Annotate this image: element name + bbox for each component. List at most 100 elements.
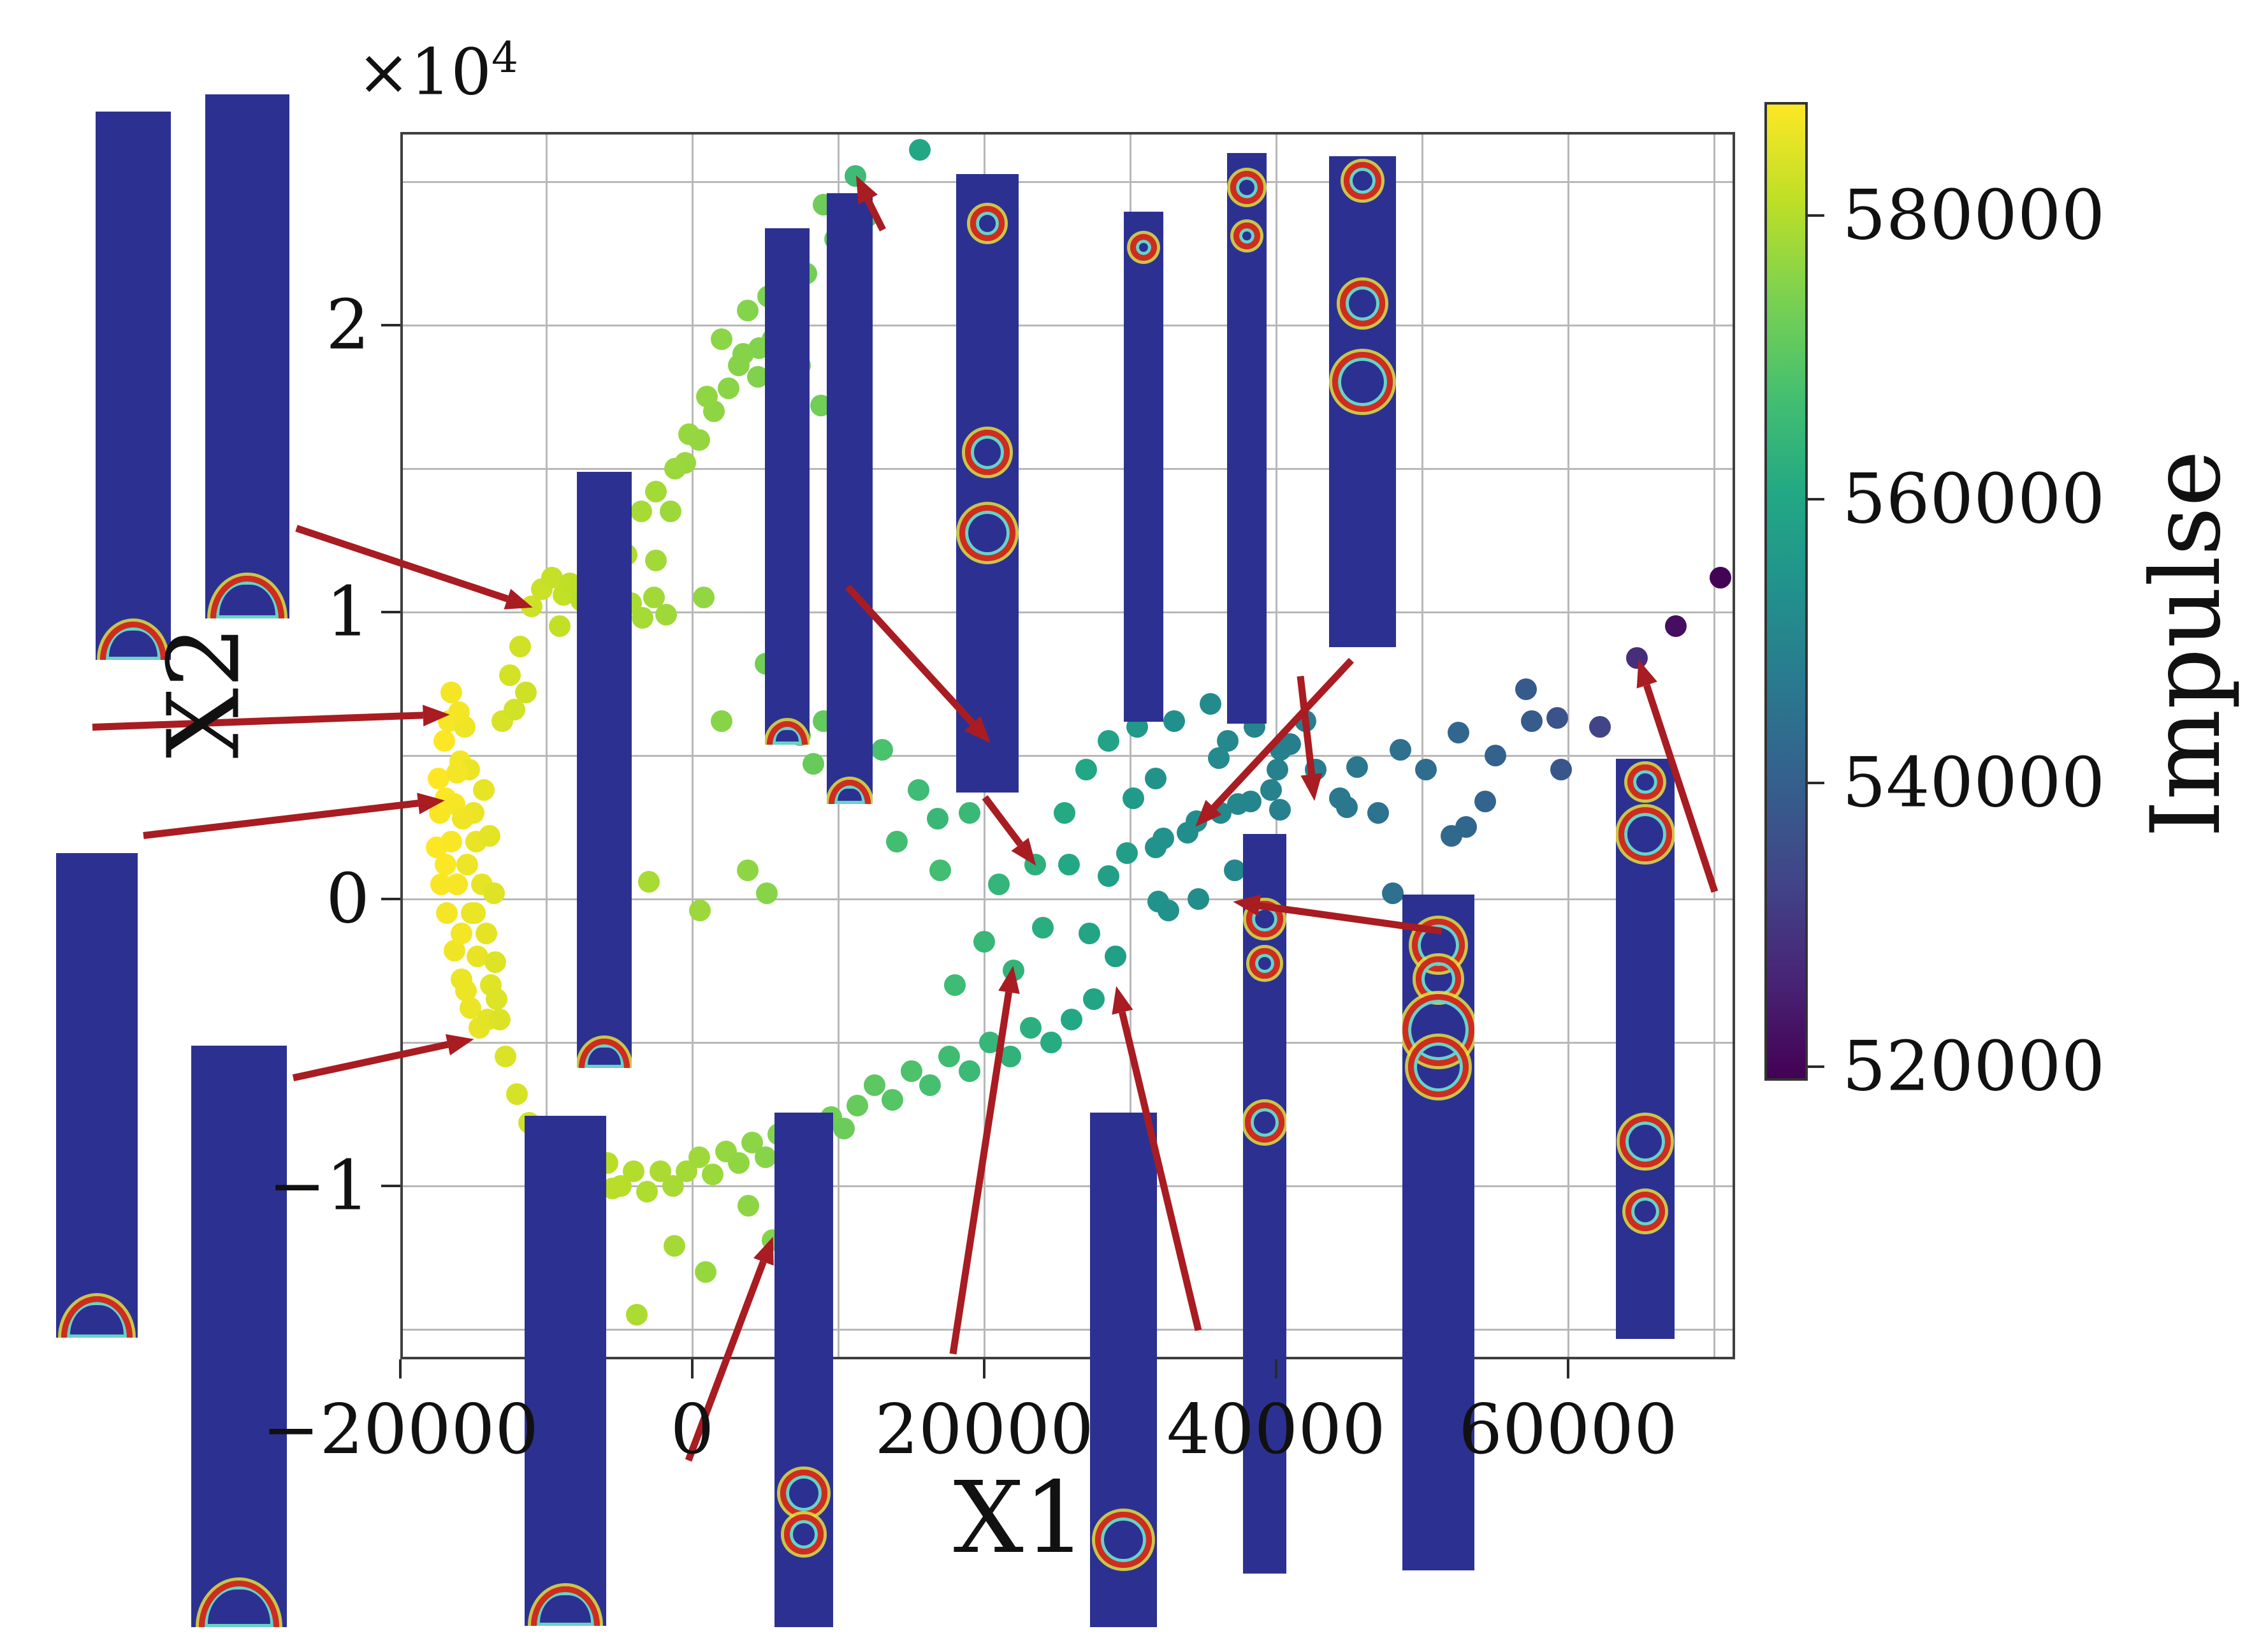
- scatter-point: [1625, 647, 1648, 669]
- scatter-point: [1053, 801, 1075, 824]
- x-tick-mark-0: [691, 1359, 694, 1378]
- scatter-point: [636, 1180, 658, 1202]
- scatter-point: [1187, 888, 1209, 910]
- scatter-point: [659, 501, 681, 523]
- inset-snapshot-strip: [956, 174, 1019, 793]
- y-axis-offset-text: ×104: [357, 33, 518, 109]
- scatter-point: [486, 988, 508, 1011]
- scatter-point: [1710, 566, 1732, 588]
- scatter-point: [1389, 738, 1411, 761]
- inset-snapshot-strip: [525, 1116, 606, 1626]
- x-tick-mark-20000: [983, 1359, 985, 1378]
- bubble-contour-ring: [1619, 1116, 1671, 1168]
- scatter-point: [436, 902, 458, 925]
- scatter-point: [638, 870, 660, 893]
- bubble-contour-ring: [1249, 948, 1280, 979]
- scatter-point: [1177, 822, 1199, 844]
- scatter-point: [1520, 710, 1543, 732]
- scatter-point: [728, 354, 750, 376]
- scatter-point: [472, 778, 495, 801]
- scatter-point: [1020, 1017, 1042, 1039]
- bubble-contour-ring: [1339, 281, 1386, 326]
- bubble-contour-ring: [1625, 1191, 1666, 1232]
- inset-snapshot-strip: [577, 472, 632, 1068]
- scatter-point: [900, 1060, 922, 1082]
- scatter-point: [440, 681, 463, 703]
- scatter-point: [1267, 759, 1289, 781]
- scatter-point: [678, 423, 701, 445]
- scatter-point: [803, 753, 825, 775]
- scatter-point: [702, 1163, 724, 1185]
- bubble-contour-ring: [970, 206, 1005, 242]
- scatter-point: [1002, 960, 1024, 982]
- colorbar-label: Impulse: [2131, 450, 2242, 838]
- scatter-point: [548, 615, 571, 638]
- y-tick-label-2: 2: [326, 285, 370, 365]
- y-minor-gridline--1.5: [400, 1328, 1735, 1331]
- scatter-point: [710, 710, 732, 732]
- scatter-point: [1336, 796, 1358, 818]
- x-minor-gridline-50000: [1421, 132, 1424, 1359]
- scatter-point: [664, 457, 686, 479]
- scatter-point: [1097, 865, 1119, 887]
- scatter-point: [476, 922, 498, 944]
- scatter-point: [694, 1261, 716, 1283]
- scatter-point: [483, 882, 505, 904]
- scatter-point: [625, 1304, 648, 1326]
- bubble-contour-ring: [1233, 222, 1261, 249]
- scatter-point: [484, 951, 506, 973]
- scatter-point: [907, 778, 929, 801]
- scatter-point: [427, 767, 449, 789]
- bubble-contour-ring: [1130, 233, 1158, 261]
- scatter-point: [710, 328, 732, 351]
- scatter-point: [959, 1060, 981, 1082]
- scatter-point: [1515, 678, 1537, 701]
- y-gridline--1: [400, 1185, 1735, 1187]
- scatter-point: [737, 300, 759, 322]
- scatter-point: [447, 701, 470, 724]
- scatter-point: [1105, 945, 1127, 967]
- y-tick-mark-2: [381, 323, 400, 326]
- x-tick-label-40000: 40000: [1167, 1390, 1386, 1470]
- y-axis-label: X2: [146, 625, 262, 759]
- scatter-point: [455, 979, 477, 1002]
- scatter-point: [433, 730, 455, 752]
- x-tick-label-20000: 20000: [875, 1390, 1094, 1470]
- colorbar-tick-label-520000: 520000: [1842, 1027, 2105, 1107]
- inset-snapshot-strip: [1227, 153, 1267, 724]
- y-tick-label--1: −1: [268, 1146, 370, 1226]
- scatter-point: [1268, 799, 1291, 821]
- scatter-point: [1207, 747, 1230, 770]
- scatter-point: [655, 604, 677, 626]
- colorbar: [1764, 102, 1808, 1081]
- scatter-point: [1484, 744, 1506, 766]
- scatter-point: [1145, 767, 1167, 789]
- scatter-point: [754, 1146, 776, 1168]
- y-minor-gridline-1.5: [400, 467, 1735, 470]
- scatter-point: [1665, 615, 1687, 638]
- scatter-point: [456, 853, 479, 875]
- x-minor-gridline-70000: [1713, 132, 1716, 1359]
- scatter-point: [446, 761, 469, 784]
- colorbar-tick-label-560000: 560000: [1842, 459, 2105, 539]
- scatter-point: [1082, 988, 1105, 1011]
- scatter-point: [623, 1160, 645, 1183]
- scatter-point: [446, 874, 469, 896]
- scatter-point: [1116, 842, 1138, 864]
- scatter-point: [885, 830, 908, 852]
- scatter-point: [463, 902, 486, 925]
- y-minor-gridline-0.5: [400, 754, 1735, 757]
- y-tick-label-0: 0: [326, 859, 370, 939]
- scatter-point: [632, 606, 654, 629]
- inset-snapshot-strip: [191, 1046, 287, 1627]
- scatter-point: [1122, 787, 1144, 810]
- colorbar-tick-mark-580000: [1808, 214, 1824, 217]
- scatter-point: [1455, 816, 1477, 838]
- x-tick-label--20000: −20000: [261, 1390, 539, 1470]
- inset-snapshot-strip: [1616, 759, 1675, 1339]
- scatter-point: [973, 931, 995, 953]
- scatter-point: [959, 801, 981, 824]
- x-tick-mark-40000: [1275, 1359, 1278, 1378]
